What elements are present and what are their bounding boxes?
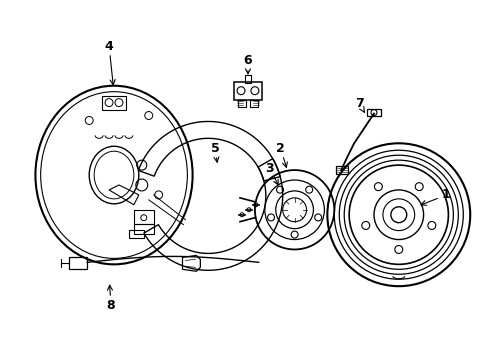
Text: 7: 7 <box>354 97 363 110</box>
Text: 1: 1 <box>441 188 450 201</box>
Text: 3: 3 <box>265 162 274 175</box>
Text: 2: 2 <box>276 142 285 155</box>
Bar <box>69 257 87 269</box>
Bar <box>244 75 250 83</box>
Bar <box>134 210 153 224</box>
Text: 6: 6 <box>243 54 252 67</box>
Bar <box>249 100 257 107</box>
Bar <box>238 100 245 107</box>
Bar <box>336 166 347 174</box>
Bar <box>129 230 143 238</box>
Bar <box>102 96 126 109</box>
Text: 5: 5 <box>210 142 219 155</box>
Bar <box>366 109 380 117</box>
Text: 4: 4 <box>104 40 113 53</box>
Text: 8: 8 <box>106 298 115 311</box>
Bar <box>134 224 153 234</box>
Bar <box>234 82 262 100</box>
